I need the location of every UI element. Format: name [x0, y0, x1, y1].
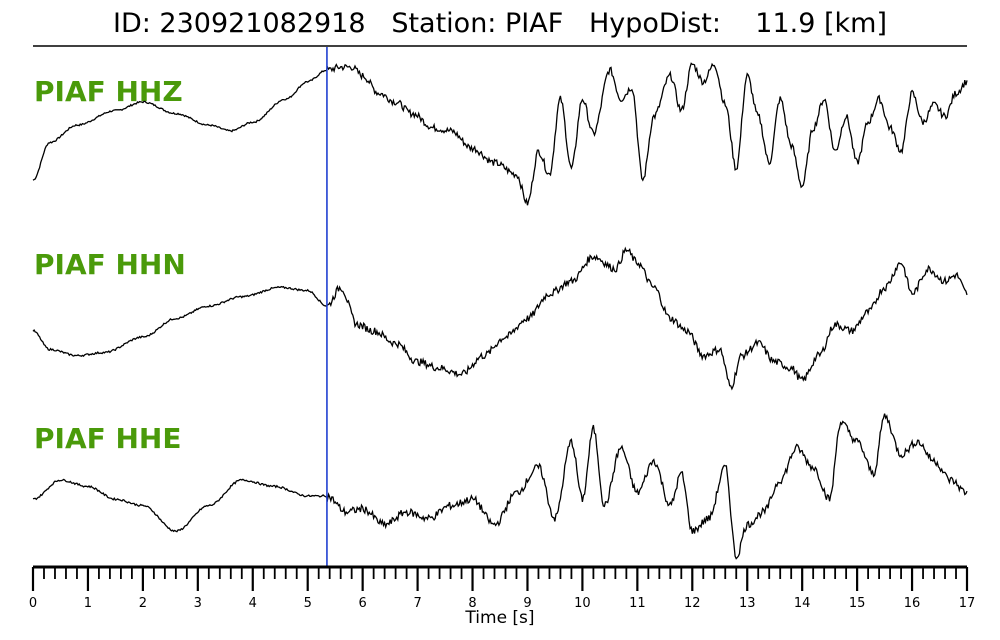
x-tick-label: 16: [904, 596, 921, 611]
x-tick-label: 2: [139, 596, 147, 611]
x-tick-label: 3: [194, 596, 202, 611]
waveform-trace-hhz: [32, 62, 968, 206]
x-tick-label: 1: [84, 596, 92, 611]
x-tick-label: 6: [359, 596, 367, 611]
waveform-trace-hhn: [32, 246, 968, 391]
x-tick-label: 11: [629, 596, 646, 611]
x-tick-label: 13: [739, 596, 756, 611]
x-tick-label: 7: [413, 596, 421, 611]
x-tick-label: 9: [523, 596, 531, 611]
x-tick-label: 10: [574, 596, 591, 611]
x-axis-ticks: [31, 567, 969, 591]
channel-label-hhe: PIAF HHE: [34, 422, 181, 455]
x-tick-label: 12: [684, 596, 701, 611]
x-tick-label: 5: [304, 596, 312, 611]
x-tick-label: 0: [29, 596, 37, 611]
x-tick-label: 15: [849, 596, 866, 611]
chart-title: ID: 230921082918 Station: PIAF HypoDist:…: [113, 8, 887, 39]
channel-label-hhn: PIAF HHN: [34, 248, 186, 281]
channel-label-hhz: PIAF HHZ: [34, 75, 183, 108]
waveform-trace-hhe: [32, 413, 968, 560]
x-tick-label: 14: [794, 596, 811, 611]
x-axis-tick-labels: 0 1 2 3 4 5 6 7 8 9 10 11 12 13 14 15 16 17: [29, 596, 975, 611]
x-tick-label: 17: [959, 596, 976, 611]
x-tick-label: 8: [468, 596, 476, 611]
x-axis-label: Time [s]: [464, 608, 534, 628]
x-tick-label: 4: [249, 596, 257, 611]
